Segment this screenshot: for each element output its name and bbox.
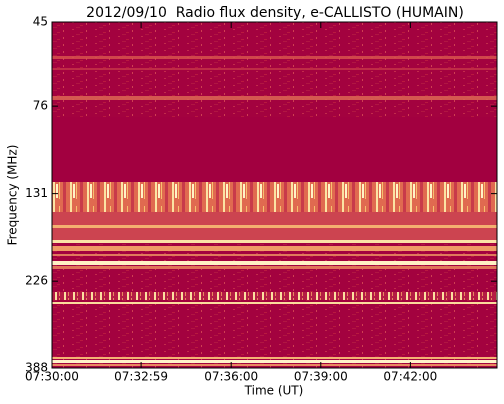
emission-line — [52, 360, 497, 363]
emission-line — [52, 246, 497, 251]
x-axis-label: Time (UT) — [244, 384, 304, 398]
emission-line — [52, 68, 497, 70]
x-tick-label: 07:30:00 — [25, 370, 79, 384]
emission-line — [52, 96, 497, 100]
emission-line — [52, 357, 497, 359]
emission-line — [52, 364, 497, 366]
emission-line — [52, 302, 497, 304]
filtered-band — [52, 117, 497, 182]
emission-line — [52, 225, 497, 228]
plot-frame — [51, 21, 498, 369]
emission-line — [52, 261, 497, 265]
x-tick-label: 07:42:00 — [383, 370, 437, 384]
y-tick-label: 226 — [25, 274, 48, 288]
y-axis-label: Frequency (MHz) — [6, 145, 20, 246]
y-tick-label: 131 — [25, 186, 48, 200]
chart-title: 2012/09/10 Radio flux density, e-CALLIST… — [86, 5, 464, 21]
emission-line — [52, 56, 497, 59]
x-tick-label: 07:36:00 — [204, 370, 258, 384]
y-tick-label: 45 — [33, 15, 48, 29]
emission-line — [52, 266, 497, 269]
emission-line — [52, 254, 497, 256]
x-tick-label: 07:39:00 — [294, 370, 348, 384]
burst-band — [52, 182, 497, 212]
emission-line — [52, 240, 497, 243]
spectrogram — [52, 22, 497, 368]
y-tick-label: 388 — [25, 361, 48, 375]
burst-band — [52, 292, 497, 300]
x-tick-label: 07:32:59 — [114, 370, 168, 384]
y-tick-label: 76 — [33, 99, 48, 113]
